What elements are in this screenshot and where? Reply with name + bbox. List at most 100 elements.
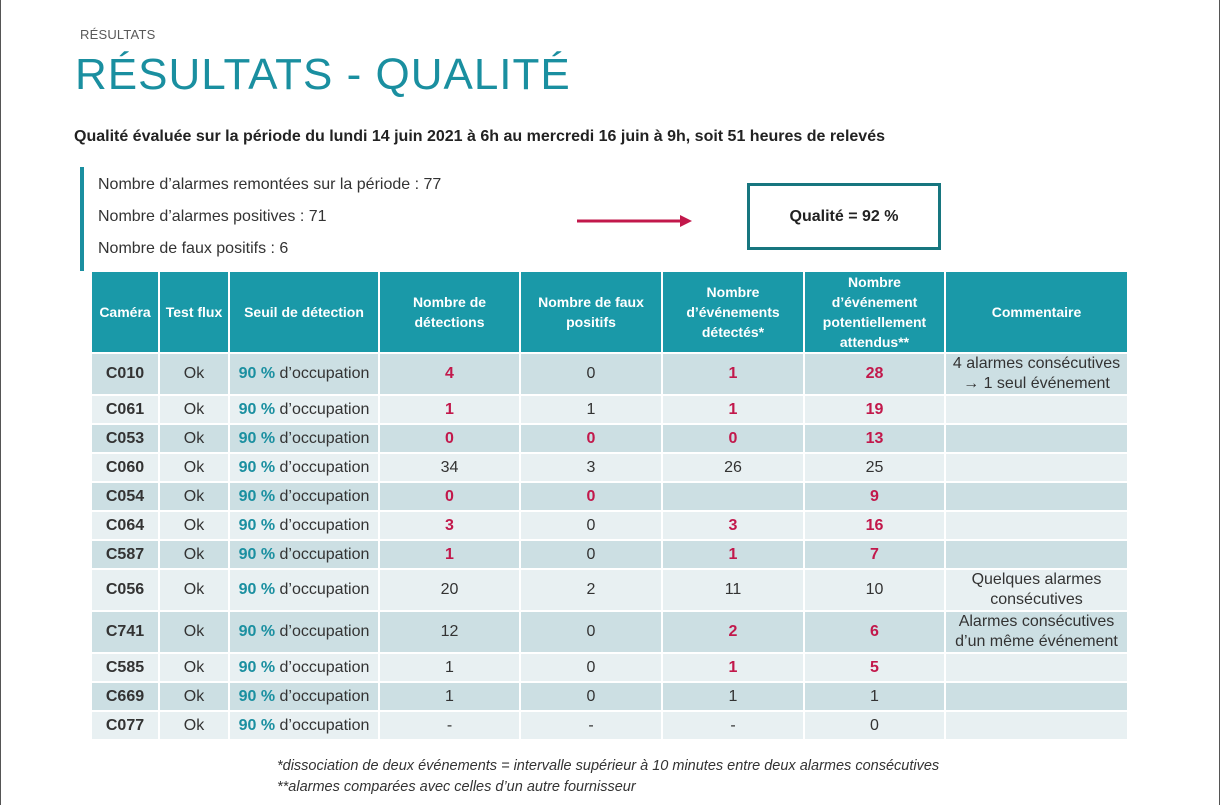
false-positives-cell: 2 — [519, 568, 663, 612]
events-expected-cell: 16 — [803, 510, 946, 541]
camera-cell: C056 — [90, 568, 160, 612]
events-expected-cell: 13 — [803, 423, 946, 454]
threshold-suffix: d’occupation — [275, 365, 370, 382]
detections-cell: 1 — [378, 652, 521, 683]
false-positives-cell: 1 — [519, 394, 663, 425]
threshold-suffix: d’occupation — [275, 400, 370, 418]
comment-cell — [944, 510, 1129, 541]
camera-cell: C010 — [90, 352, 160, 396]
test-flux-cell: Ok — [158, 710, 230, 741]
header-threshold: Seuil de détection — [228, 270, 380, 354]
test-flux-cell: Ok — [158, 681, 230, 712]
threshold-percent: 90 % — [238, 687, 276, 705]
events-expected-cell: 6 — [803, 610, 946, 654]
table-row: C054 Ok 90 % d’occupation 0 0 9 — [90, 481, 1129, 512]
detections-cell: 0 — [378, 423, 521, 454]
false-positives-cell: 3 — [519, 452, 663, 483]
table-row: C064 Ok 90 % d’occupation 3 0 3 16 — [90, 510, 1129, 541]
table-row: C585 Ok 90 % d’occupation 1 0 1 5 — [90, 652, 1129, 683]
camera-cell: C077 — [90, 710, 160, 741]
threshold-suffix: d’occupation — [275, 623, 370, 640]
test-flux-cell: Ok — [158, 352, 230, 396]
events-detected-cell: 1 — [661, 539, 805, 570]
false-positives-cell: 0 — [519, 510, 663, 541]
camera-cell: C741 — [90, 610, 160, 654]
threshold-cell: 90 % d’occupation — [228, 610, 380, 654]
events-detected-cell: 1 — [661, 652, 805, 683]
threshold-cell: 90 % d’occupation — [228, 568, 380, 612]
stat-alarms-total: Nombre d’alarmes remontées sur la périod… — [98, 176, 442, 193]
threshold-percent: 90 % — [238, 623, 276, 640]
stat-alarms-positive: Nombre d’alarmes positives : 71 — [98, 208, 327, 225]
events-expected-cell: 25 — [803, 452, 946, 483]
events-detected-cell: 1 — [661, 681, 805, 712]
comment-cell — [944, 681, 1129, 712]
threshold-cell: 90 % d’occupation — [228, 394, 380, 425]
events-expected-cell: 0 — [803, 710, 946, 741]
threshold-suffix: d’occupation — [275, 545, 370, 563]
comment-cell — [944, 481, 1129, 512]
footnote-2: **alarmes comparées avec celles d’un aut… — [277, 779, 636, 795]
header-events-expected: Nombre d’événement potentiellement atten… — [803, 270, 946, 354]
comment-cell — [944, 452, 1129, 483]
page-subtitle: Qualité évaluée sur la période du lundi … — [74, 128, 885, 145]
results-table: Caméra Test flux Seuil de détection Nomb… — [90, 270, 1129, 741]
quality-box: Qualité = 92 % — [747, 183, 941, 250]
threshold-percent: 90 % — [238, 658, 276, 676]
camera-cell: C064 — [90, 510, 160, 541]
table-row: C010 Ok 90 % d’occupation 4 0 1 28 4 alarmes co… — [90, 352, 1129, 396]
detections-cell: 1 — [378, 539, 521, 570]
comment-cell: 4 alarmes consécutives → 1 seul événemen… — [944, 352, 1129, 396]
test-flux-cell: Ok — [158, 539, 230, 570]
threshold-cell: 90 % d’occupation — [228, 481, 380, 512]
threshold-cell: 90 % d’occupation — [228, 423, 380, 454]
table-header-row: Caméra Test flux Seuil de détection Nomb… — [90, 270, 1129, 354]
header-camera: Caméra — [90, 270, 160, 354]
threshold-suffix: d’occupation — [275, 516, 370, 534]
comment-cell — [944, 423, 1129, 454]
table-row: C056 Ok 90 % d’occupation 20 2 11 10 Quelques a… — [90, 568, 1129, 612]
events-expected-cell: 19 — [803, 394, 946, 425]
threshold-suffix: d’occupation — [275, 658, 370, 676]
events-expected-cell: 10 — [803, 568, 946, 612]
detections-cell: 3 — [378, 510, 521, 541]
threshold-suffix: d’occupation — [275, 716, 370, 734]
footnote-1: *dissociation de deux événements = inter… — [277, 758, 940, 774]
events-expected-cell: 9 — [803, 481, 946, 512]
table-row: C061 Ok 90 % d’occupation 1 1 1 19 — [90, 394, 1129, 425]
comment-cell — [944, 539, 1129, 570]
events-detected-cell — [661, 481, 805, 512]
test-flux-cell: Ok — [158, 652, 230, 683]
test-flux-cell: Ok — [158, 423, 230, 454]
threshold-cell: 90 % d’occupation — [228, 710, 380, 741]
detections-cell: 34 — [378, 452, 521, 483]
header-test-flux: Test flux — [158, 270, 230, 354]
false-positives-cell: 0 — [519, 652, 663, 683]
test-flux-cell: Ok — [158, 510, 230, 541]
header-false-positives: Nombre de faux positifs — [519, 270, 663, 354]
comment-cell — [944, 652, 1129, 683]
detections-cell: 20 — [378, 568, 521, 612]
camera-cell: C060 — [90, 452, 160, 483]
threshold-suffix: d’occupation — [275, 429, 370, 447]
arrow-right-icon — [577, 215, 692, 227]
threshold-suffix: d’occupation — [275, 687, 370, 705]
footnotes: *dissociation de deux événements = inter… — [277, 756, 939, 798]
threshold-percent: 90 % — [238, 545, 276, 563]
table-row: C741 Ok 90 % d’occupation 12 0 2 6 Alarmes cons… — [90, 610, 1129, 654]
threshold-cell: 90 % d’occupation — [228, 452, 380, 483]
threshold-cell: 90 % d’occupation — [228, 510, 380, 541]
false-positives-cell: 0 — [519, 681, 663, 712]
camera-cell: C587 — [90, 539, 160, 570]
false-positives-cell: 0 — [519, 610, 663, 654]
threshold-cell: 90 % d’occupation — [228, 352, 380, 396]
events-detected-cell: - — [661, 710, 805, 741]
comment-cell — [944, 710, 1129, 741]
quality-label: Qualité = 92 % — [789, 207, 899, 225]
comment-cell — [944, 394, 1129, 425]
events-detected-cell: 26 — [661, 452, 805, 483]
table-row: C053 Ok 90 % d’occupation 0 0 0 13 — [90, 423, 1129, 454]
detections-cell: - — [378, 710, 521, 741]
table-row: C060 Ok 90 % d’occupation 34 3 26 25 — [90, 452, 1129, 483]
detections-cell: 1 — [378, 681, 521, 712]
